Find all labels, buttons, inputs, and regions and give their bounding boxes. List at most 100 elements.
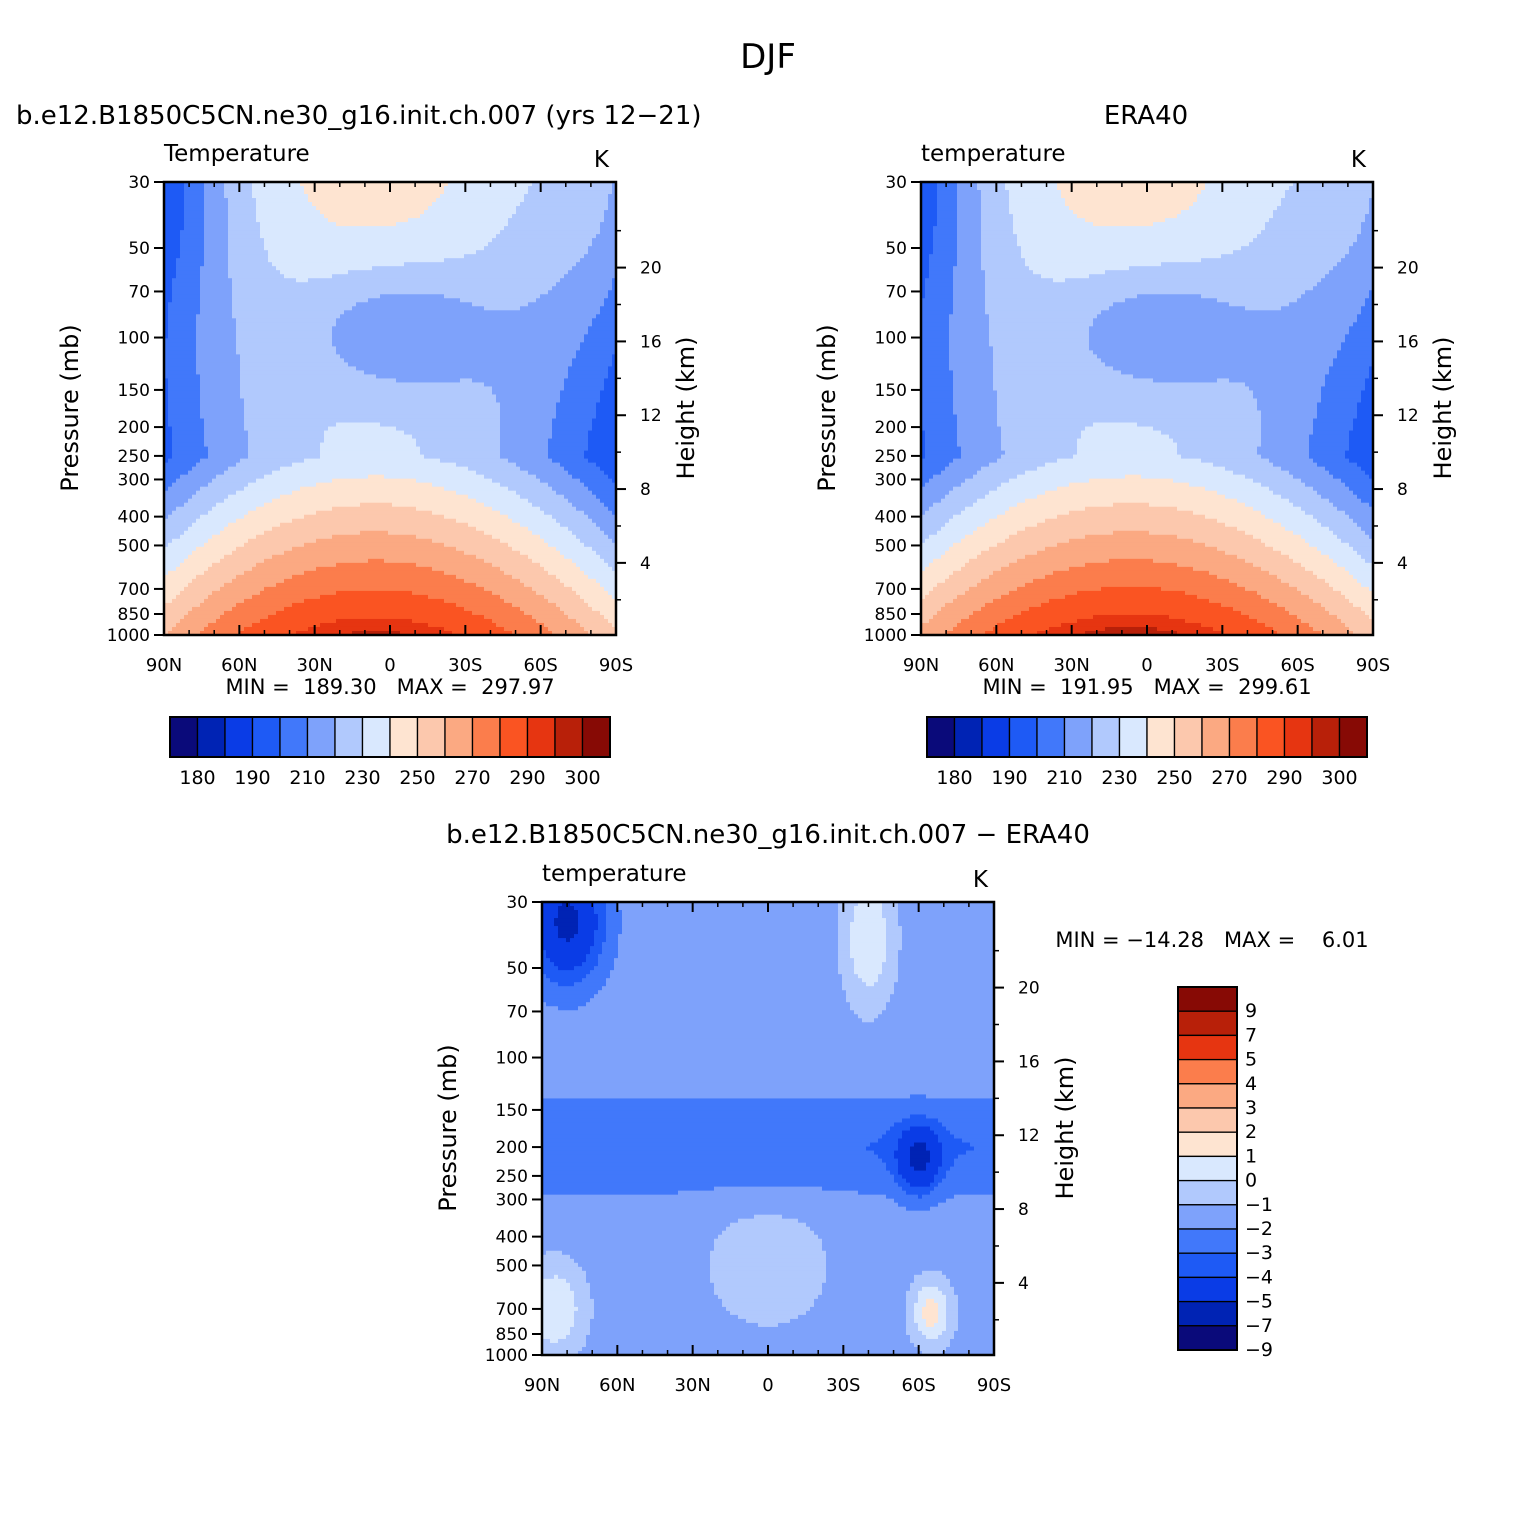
contour-cell — [280, 318, 285, 323]
contour-cell — [264, 242, 269, 247]
contour-cell — [252, 542, 257, 548]
contour-cell — [284, 250, 289, 255]
contour-cell — [308, 458, 313, 464]
contour-cell — [248, 274, 253, 279]
contour-cell — [312, 310, 317, 315]
contour-cell — [324, 538, 329, 544]
contour-cell — [288, 382, 293, 388]
contour-cell — [272, 190, 277, 195]
contour-cell — [304, 242, 309, 247]
contour-cell — [276, 506, 281, 512]
contour-cell — [296, 462, 301, 468]
contour-cell — [276, 486, 281, 492]
contour-cell — [260, 630, 265, 635]
contour-cell — [276, 390, 281, 396]
contour-cell — [188, 258, 193, 263]
contour-cell — [276, 270, 281, 275]
contour-cell — [272, 582, 277, 588]
contour-cell — [304, 354, 309, 359]
contour-cell — [308, 314, 313, 319]
contour-cell — [172, 250, 177, 255]
contour-cell — [224, 318, 229, 323]
contour-cell — [172, 506, 177, 512]
contour-cell — [308, 570, 313, 576]
contour-cell — [220, 262, 225, 267]
contour-cell — [336, 210, 341, 215]
contour-cell — [308, 582, 313, 588]
contour-cell — [200, 414, 205, 420]
contour-cell — [204, 630, 209, 635]
contour-cell — [248, 266, 253, 271]
contour-cell — [288, 498, 293, 504]
contour-cell — [232, 570, 237, 576]
contour-cell — [200, 318, 205, 323]
contour-cell — [252, 334, 257, 339]
contour-cell — [240, 530, 245, 536]
contour-cell — [280, 290, 285, 295]
contour-cell — [264, 410, 269, 416]
contour-cell — [200, 194, 205, 199]
contour-cell — [340, 242, 345, 247]
contour-cell — [340, 210, 345, 215]
contour-cell — [224, 442, 229, 448]
contour-cell — [168, 450, 173, 456]
contour-cell — [260, 426, 265, 432]
contour-cell — [264, 382, 269, 388]
contour-cell — [340, 250, 345, 255]
contour-cell — [304, 246, 309, 251]
contour-cell — [284, 474, 289, 480]
contour-cell — [292, 358, 297, 363]
contour-cell — [200, 466, 205, 472]
contour-cell — [288, 326, 293, 331]
contour-cell — [320, 382, 325, 388]
contour-cell — [284, 330, 289, 335]
contour-cell — [316, 290, 321, 295]
contour-cell — [240, 226, 245, 231]
contour-cell — [232, 558, 237, 564]
contour-cell — [288, 546, 293, 552]
contour-cell — [244, 470, 249, 476]
contour-cell — [216, 226, 221, 231]
contour-cell — [292, 334, 297, 339]
contour-cell — [260, 270, 265, 275]
contour-cell — [176, 566, 181, 572]
contour-cell — [244, 218, 249, 223]
contour-cell — [208, 302, 213, 307]
contour-cell — [300, 290, 305, 295]
contour-cell — [272, 266, 277, 271]
contour-cell — [208, 526, 213, 532]
contour-cell — [228, 566, 233, 572]
contour-cell — [232, 298, 237, 303]
contour-cell — [276, 398, 281, 404]
contour-cell — [240, 326, 245, 331]
contour-cell — [168, 226, 173, 231]
contour-cell — [184, 614, 189, 620]
contour-cell — [172, 382, 177, 388]
contour-cell — [208, 494, 213, 500]
contour-cell — [280, 202, 285, 207]
contour-cell — [284, 590, 289, 596]
contour-cell — [276, 310, 281, 315]
contour-cell — [232, 278, 237, 283]
contour-cell — [204, 426, 209, 432]
contour-cell — [292, 586, 297, 592]
contour-cell — [336, 362, 341, 368]
contour-cell — [232, 422, 237, 428]
contour-cell — [252, 226, 257, 231]
contour-cell — [180, 622, 185, 628]
contour-cell — [304, 382, 309, 388]
contour-cell — [292, 402, 297, 408]
contour-cell — [308, 474, 313, 480]
contour-cell — [204, 186, 209, 191]
contour-cell — [316, 334, 321, 339]
contour-cell — [208, 486, 213, 492]
contour-cell — [248, 290, 253, 295]
contour-cell — [172, 434, 177, 440]
contour-cell — [164, 234, 169, 239]
contour-cell — [272, 270, 277, 275]
contour-cell — [176, 194, 181, 199]
contour-cell — [184, 494, 189, 500]
contour-cell — [252, 410, 257, 416]
contour-cell — [236, 562, 241, 568]
contour-cell — [196, 190, 201, 195]
